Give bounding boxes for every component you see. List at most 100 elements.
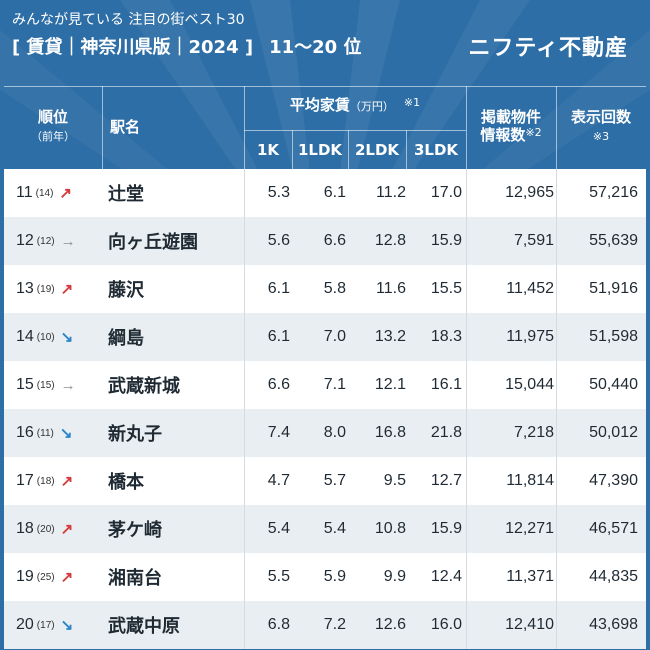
rent-1k: 6.1: [267, 280, 290, 297]
prev-rank: (12): [36, 235, 55, 247]
header-divider: [556, 86, 557, 169]
rank-cell: 12 (12) →: [16, 217, 106, 265]
header-top-border: [4, 86, 646, 87]
prev-rank: (15): [36, 379, 55, 391]
rank-header-label: 順位: [37, 108, 68, 126]
rank-cell: 16 (11) ↘: [16, 409, 106, 457]
rent-1ldk: 7.0: [323, 328, 346, 345]
rent-2ldk: 9.9: [383, 568, 406, 585]
rent-2ldk: 12.8: [374, 232, 406, 249]
rank-cell: 19 (25) ↗: [16, 553, 106, 601]
listings-count: 12,271: [505, 520, 554, 537]
rank-number: 16: [16, 424, 34, 441]
table-row: 14 (10) ↘ 綱島 6.1 7.0 13.2 18.3 11,975 51,598: [4, 313, 646, 361]
table-row: 16 (11) ↘ 新丸子 7.4 8.0 16.8 21.8 7,218 50,012: [4, 409, 646, 457]
column-divider: [244, 601, 245, 649]
trend-up-icon: ↗: [60, 569, 74, 586]
rent-1k: 7.4: [267, 424, 290, 441]
header-divider: [406, 130, 407, 169]
column-divider: [244, 361, 245, 409]
rent-2ldk: 16.8: [374, 424, 406, 441]
listings-header: 掲載物件 情報数※2: [466, 108, 556, 144]
table-row: 19 (25) ↗ 湘南台 5.5 5.9 9.9 12.4 11,371 44,835: [4, 553, 646, 601]
prev-rank: (11): [36, 427, 54, 439]
rent-2ldk: 12.6: [374, 616, 406, 633]
column-divider: [556, 169, 557, 217]
rent-3ldk: 16.0: [430, 616, 462, 633]
column-divider: [466, 217, 467, 265]
column-divider: [466, 553, 467, 601]
station-name: 湘南台: [108, 568, 162, 589]
views-note: ※3: [592, 130, 610, 143]
table-row: 17 (18) ↗ 橋本 4.7 5.7 9.5 12.7 11,814 47,390: [4, 457, 646, 505]
column-divider: [466, 361, 467, 409]
listings-header-line2: 情報数: [480, 126, 526, 144]
trend-down-icon: ↘: [60, 329, 74, 346]
col-2ldk-header: 2LDK: [354, 141, 400, 159]
rent-1k: 5.3: [267, 184, 290, 201]
column-divider: [466, 313, 467, 361]
prev-year-header-label: （前年）: [31, 130, 75, 143]
listings-count: 15,044: [505, 376, 554, 393]
rent-1k: 6.8: [267, 616, 290, 633]
table-row: 12 (12) → 向ヶ丘遊園 5.6 6.6 12.8 15.9 7,591 55,639: [4, 217, 646, 265]
rent-2ldk: 12.1: [374, 376, 406, 393]
rent-note: ※1: [403, 96, 421, 109]
rent-3ldk: 15.5: [430, 280, 462, 297]
column-divider: [244, 553, 245, 601]
header-title: [ 賃貸｜神奈川県版｜2024 ] 11〜20 位: [12, 33, 361, 59]
station-name: 辻堂: [108, 184, 144, 205]
column-divider: [556, 313, 557, 361]
rent-2ldk: 11.2: [376, 184, 406, 201]
header-divider: [244, 86, 245, 169]
column-divider: [466, 457, 467, 505]
station-name: 藤沢: [108, 280, 144, 301]
prev-rank: (18): [36, 475, 55, 487]
background-rays: [0, 0, 650, 170]
rank-number: 17: [16, 472, 34, 489]
trend-up-icon: ↗: [60, 521, 74, 538]
rank-number: 19: [16, 568, 34, 585]
station-name: 向ヶ丘遊園: [108, 232, 198, 253]
header-title-text: [ 賃貸｜神奈川県版｜2024 ]: [12, 37, 254, 58]
rent-1ldk: 5.7: [323, 472, 346, 489]
rent-3ldk: 12.4: [430, 568, 462, 585]
station-name: 綱島: [108, 328, 144, 349]
rank-cell: 15 (15) →: [16, 361, 106, 409]
rent-3ldk: 12.7: [430, 472, 462, 489]
rank-number: 15: [16, 376, 34, 393]
rent-1ldk: 5.9: [323, 568, 346, 585]
col-1ldk-header: 1LDK: [297, 141, 343, 159]
rank-cell: 20 (17) ↘: [16, 601, 106, 649]
table-row: 13 (19) ↗ 藤沢 6.1 5.8 11.6 15.5 11,452 51,916: [4, 265, 646, 313]
trend-up-icon: ↗: [60, 473, 74, 490]
rent-3ldk: 18.3: [430, 328, 462, 345]
trend-flat-icon: →: [60, 232, 76, 250]
listings-header-line1: 掲載物件: [480, 108, 541, 126]
rent-1k: 5.6: [267, 232, 290, 249]
rank-cell: 18 (20) ↗: [16, 505, 106, 553]
listings-count: 11,975: [506, 328, 554, 345]
station-name: 武蔵新城: [108, 376, 180, 397]
prev-rank: (17): [36, 619, 55, 631]
views-count: 51,598: [589, 328, 638, 345]
header-range: 11〜20 位: [269, 37, 362, 58]
column-divider: [244, 265, 245, 313]
rank-header: 順位 （前年）: [4, 108, 102, 144]
column-divider: [466, 409, 467, 457]
header-subtitle: みんなが見ている 注目の街ベスト30: [12, 12, 245, 28]
column-divider: [556, 457, 557, 505]
header-divider: [292, 130, 293, 169]
column-divider: [466, 169, 467, 217]
rent-3ldk: 17.0: [430, 184, 462, 201]
views-count: 47,390: [589, 472, 638, 489]
col-1k-header: 1K: [256, 141, 280, 159]
table-row: 18 (20) ↗ 茅ケ崎 5.4 5.4 10.8 15.9 12,271 46,571: [4, 505, 646, 553]
column-divider: [466, 601, 467, 649]
rent-2ldk: 9.5: [383, 472, 406, 489]
trend-up-icon: ↗: [59, 185, 72, 202]
station-name: 新丸子: [108, 424, 162, 445]
rent-1k: 4.7: [267, 472, 290, 489]
station-header: 駅名: [110, 118, 141, 136]
trend-flat-icon: →: [60, 376, 76, 394]
